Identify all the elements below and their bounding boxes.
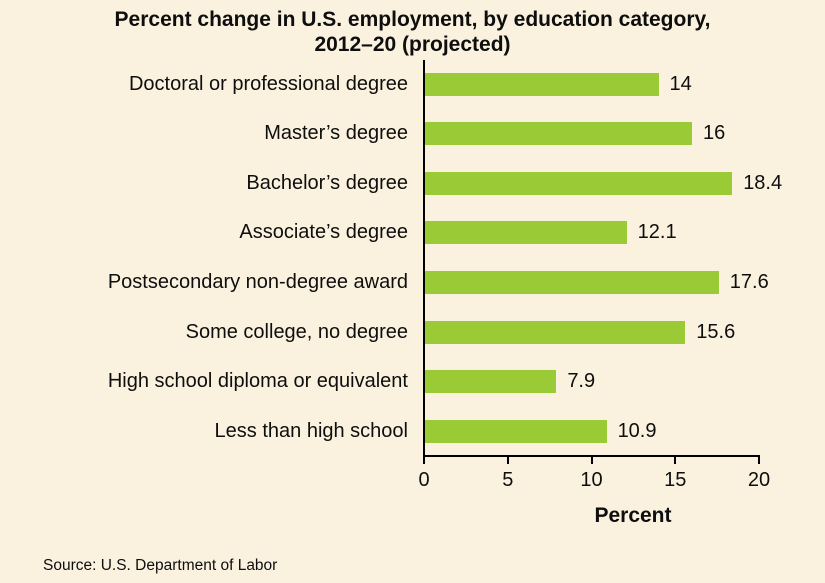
x-tick-label: 0 — [418, 469, 430, 491]
chart-title: Percent change in U.S. employment, by ed… — [0, 7, 825, 57]
value-label: 16 — [703, 122, 726, 145]
bar — [424, 72, 659, 96]
value-label: 18.4 — [743, 171, 783, 194]
category-label: Bachelor’s degree — [246, 171, 408, 194]
category-label: Master’s degree — [264, 122, 408, 145]
x-axis-title: Percent — [594, 504, 672, 527]
value-label: 17.6 — [729, 270, 769, 293]
x-tick — [423, 455, 425, 464]
x-tick — [674, 455, 677, 464]
bar — [424, 370, 557, 394]
value-label: 12.1 — [637, 221, 677, 244]
value-label: 15.6 — [696, 320, 736, 343]
x-tick-label: 10 — [580, 469, 603, 491]
chart-row: Some college, no degree 15.6 — [0, 307, 825, 357]
x-tick — [506, 455, 509, 464]
chart-row: Master’s degree 16 — [0, 109, 825, 159]
category-label: Postsecondary non-degree award — [107, 270, 408, 293]
category-label: Less than high school — [214, 419, 408, 442]
chart-row: Doctoral or professional degree 14 — [0, 59, 825, 109]
value-label: 10.9 — [617, 419, 657, 442]
chart-title-line1: Percent change in U.S. employment, by ed… — [114, 8, 711, 31]
chart-title-line2: 2012–20 (projected) — [314, 33, 511, 56]
category-label: High school diploma or equivalent — [107, 370, 408, 393]
x-tick-label: 20 — [747, 469, 771, 491]
category-label: Doctoral or professional degree — [128, 72, 408, 95]
chart-row: Associate’s degree 12.1 — [0, 208, 825, 258]
chart-row: High school diploma or equivalent 7.9 — [0, 357, 825, 407]
bar — [424, 171, 733, 195]
x-tick — [758, 455, 760, 464]
x-tick-label: 15 — [664, 469, 687, 491]
value-label: 7.9 — [567, 370, 596, 393]
chart-row: Postsecondary non-degree award 17.6 — [0, 257, 825, 307]
chart-row: Less than high school 10.9 — [0, 406, 825, 456]
bar — [424, 419, 607, 443]
x-tick-label: 5 — [502, 469, 514, 491]
bar — [424, 221, 627, 245]
chart-row: Bachelor’s degree 18.4 — [0, 158, 825, 208]
bar — [424, 122, 692, 146]
category-label: Associate’s degree — [239, 221, 408, 244]
bar — [424, 270, 719, 294]
value-label: 14 — [669, 72, 692, 95]
source-note: Source: U.S. Department of Labor — [43, 557, 278, 574]
y-axis-line — [423, 60, 425, 464]
x-tick — [590, 455, 593, 464]
category-label: Some college, no degree — [185, 320, 408, 343]
bar — [424, 320, 686, 344]
